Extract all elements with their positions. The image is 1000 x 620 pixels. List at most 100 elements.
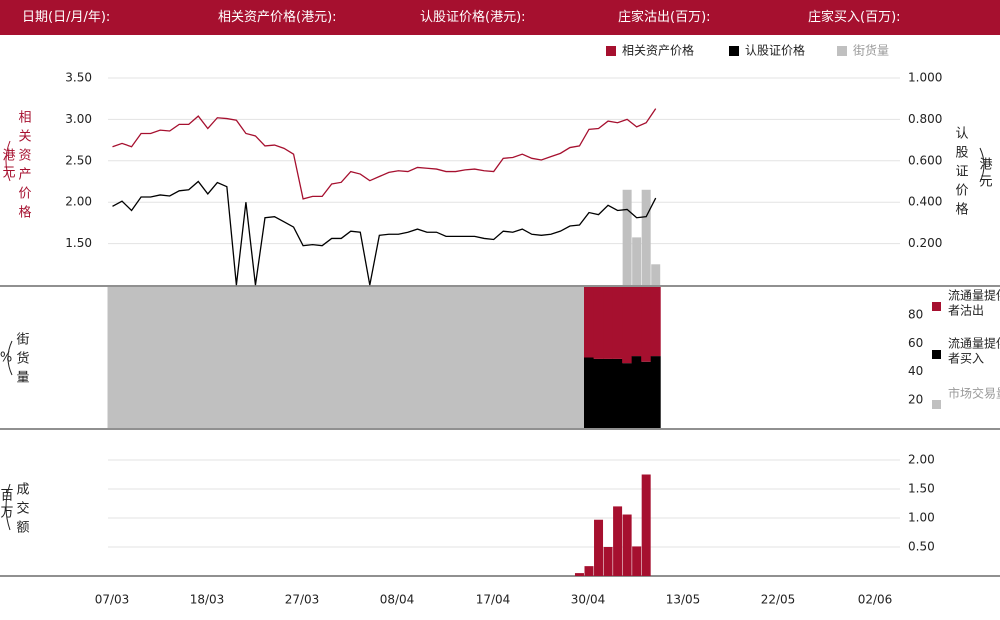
market-volume-bar [488,287,499,428]
bottom-axis-tick-label: 2.00 [908,453,935,467]
market-volume-bar [355,287,366,428]
market-volume-bar [412,287,423,428]
x-axis-tick-label: 27/03 [285,593,320,607]
market-volume-bar [421,287,432,428]
x-axis-tick-label: 18/03 [190,593,225,607]
left-axis-title-char: 价 [18,187,31,202]
market-volume-bar [336,287,347,428]
market-volume-bar [107,287,118,428]
market-volume-bar [298,287,309,428]
market-volume-bar [555,287,566,428]
header-warrant-price-label: 认股证价格(港元): [420,10,526,25]
market-volume-bar [374,287,385,428]
lp-sell-bar [593,287,604,359]
right-axis-unit-char: 元 [979,175,992,190]
market-volume-bar [117,287,128,428]
lp-buy-bar [631,356,642,428]
street-volume-bar [651,264,661,285]
market-volume-bar [574,287,585,428]
right-axis-unit-char: 港 [979,158,992,173]
legend-swatch [729,46,739,56]
street-volume-bar [622,189,632,285]
middle-legend-swatch [932,400,941,409]
market-volume-bar [221,287,232,428]
lp-sell-bar [631,287,642,357]
market-volume-bar [545,287,556,428]
bottom-axis-title-char: 成 [16,483,29,498]
bottom-axis-tick-label: 1.50 [908,482,935,496]
market-volume-bar [250,287,261,428]
market-volume-bar [202,287,213,428]
right-axis-tick-label: 0.600 [908,153,942,167]
market-volume-bar [269,287,280,428]
right-axis-tick-label: 0.400 [908,195,942,209]
header-lp-buy-label: 庄家买入(百万): [808,10,901,25]
bottom-axis-title-char: 额 [16,521,29,536]
legend-label: 街货量 [853,43,889,58]
left-axis-title-char: 产 [18,168,31,183]
turnover-bar [613,506,623,576]
left-axis-title-char: 相 [18,111,31,126]
market-volume-bar [345,287,356,428]
market-volume-bar [279,287,290,428]
lp-sell-bar [603,287,614,359]
right-axis-tick-label: 0.800 [908,112,942,126]
market-volume-bar [307,287,318,428]
left-axis-title-char: 关 [18,130,31,145]
header-lp-sell-label: 庄家沽出(百万): [618,10,711,25]
middle-legend-label: 者沽出 [948,304,984,318]
turnover-bar [574,573,584,576]
middle-axis-tick-label: 40 [908,364,923,378]
x-axis-tick-label: 22/05 [761,593,796,607]
market-volume-bar [136,287,147,428]
market-volume-bar [364,287,375,428]
turnover-bar [603,547,613,576]
middle-axis-tick-label: 60 [908,336,923,350]
middle-axis-tick-label: 80 [908,308,923,322]
x-axis-tick-label: 30/04 [571,593,606,607]
lp-sell-bar [650,287,661,357]
left-axis-tick-label: 3.00 [65,112,92,126]
left-axis-title-char: 格 [18,205,31,221]
header-bar: 日期(日/月/年): 相关资产价格(港元): 认股证价格(港元): 庄家沽出(百… [0,0,1000,35]
lp-sell-bar [584,287,594,358]
market-volume-bar [469,287,480,428]
turnover-bar [622,514,632,576]
market-volume-bar [240,287,251,428]
warrant-price-line [112,180,657,286]
market-volume-bar [450,287,461,428]
market-volume-bar [564,287,575,428]
underlying-price-line [112,108,657,200]
street-volume-bar [641,189,651,285]
market-volume-bar [326,287,337,428]
left-axis-unit-char: 元 [2,166,15,181]
lp-buy-bar [593,358,604,428]
x-axis-tick-label: 08/04 [380,593,415,607]
market-volume-bar [536,287,547,428]
x-axis-tick-label: 13/05 [666,593,701,607]
market-volume-bar [383,287,394,428]
market-volume-bar [431,287,442,428]
left-axis-tick-label: 2.50 [65,153,92,167]
turnover-bar [594,519,604,576]
right-axis-title-char: 格 [955,202,968,218]
x-axis-tick-label: 07/03 [95,593,130,607]
market-volume-bar [498,287,509,428]
middle-axis-title-char: 货 [16,351,29,367]
left-axis-tick-label: 2.00 [65,195,92,209]
lp-sell-bar [622,287,633,364]
lp-buy-bar [584,357,594,428]
market-volume-bar [231,287,242,428]
x-axis-tick-label: 02/06 [858,593,893,607]
middle-legend-label: 市场交易量 [948,386,1000,401]
bottom-axis-tick-label: 0.50 [908,540,935,554]
bottom-axis-title-char: 交 [16,501,29,517]
lp-sell-bar [612,287,623,359]
middle-axis-tick-label: 20 [908,392,923,406]
lp-buy-bar [603,358,614,428]
right-axis-paren [979,147,985,183]
middle-legend-label: 者买入 [948,352,984,366]
header-underlying-price-label: 相关资产价格(港元): [218,10,337,25]
header-date-label: 日期(日/月/年): [22,10,111,25]
market-volume-bar [441,287,452,428]
